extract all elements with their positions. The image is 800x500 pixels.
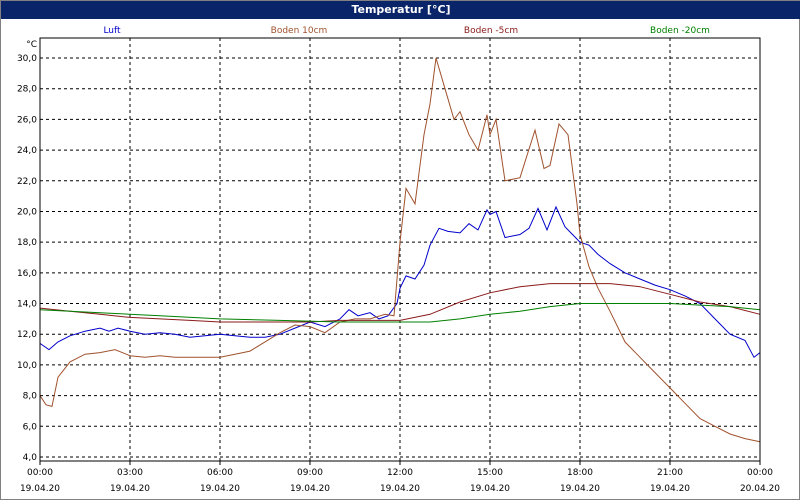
series-line-boden-20cm [39,303,761,323]
legend-entry: Boden 10cm [271,26,328,36]
x-tick-date: 19.04.20 [470,484,510,494]
x-tick-time: 00:00 [27,468,53,478]
x-tick-date: 19.04.20 [110,484,150,494]
x-tick-date: 19.04.20 [560,484,600,494]
series-line-luft [39,205,761,359]
series-lines [39,57,761,443]
x-tick-time: 15:00 [477,468,503,478]
y-tick-label: 14,0 [17,300,37,310]
x-axis: 00:00 19.04.20 03:00 19.04.20 06:00 19.04.20 0… [20,461,780,494]
y-tick-label: 10,0 [17,361,37,371]
legend-entry: Luft [103,26,121,36]
x-tick-time: 00:00 [747,468,773,478]
y-tick-label: 28,0 [17,85,37,95]
y-tick-label: 22,0 [17,177,37,187]
x-tick-date: 19.04.20 [380,484,420,494]
x-tick-date: 19.04.20 [200,484,240,494]
x-tick-time: 18:00 [567,468,593,478]
y-tick-label: 12,0 [17,330,37,340]
x-tick-date: 20.04.20 [740,484,780,494]
y-tick-label: 16,0 [17,269,37,279]
window-title: Temperatur [°C] [1,1,800,19]
legend-entry: Boden -20cm [650,26,710,36]
y-tick-label: 18,0 [17,238,37,248]
x-tick-date: 19.04.20 [290,484,330,494]
x-tick-time: 06:00 [207,468,233,478]
y-tick-label: 6,0 [23,422,38,432]
y-axis: 4,0 6,0 8,0 10,0 12,0 14,0 16,0 18,0 20,0 22,0 24,… [17,40,37,463]
y-tick-label: 20,0 [17,207,37,217]
x-tick-time: 12:00 [387,468,413,478]
x-tick-date: 19.04.20 [20,484,60,494]
y-tick-label: 26,0 [17,115,37,125]
y-tick-label: 24,0 [17,146,37,156]
y-tick-label: 30,0 [17,54,37,64]
x-tick-time: 09:00 [297,468,323,478]
y-tick-label: 8,0 [23,392,38,402]
grid-lines [40,38,760,461]
x-tick-time: 21:00 [657,468,683,478]
x-tick-time: 03:00 [117,468,143,478]
y-tick-label: 4,0 [23,453,38,463]
series-line-boden-5cm [39,283,761,323]
legend-entry: Boden -5cm [464,26,518,36]
legend: Luft Boden 10cm Boden -5cm Boden -20cm [103,26,710,36]
x-tick-date: 19.04.20 [650,484,690,494]
y-axis-unit: °C [26,40,37,50]
